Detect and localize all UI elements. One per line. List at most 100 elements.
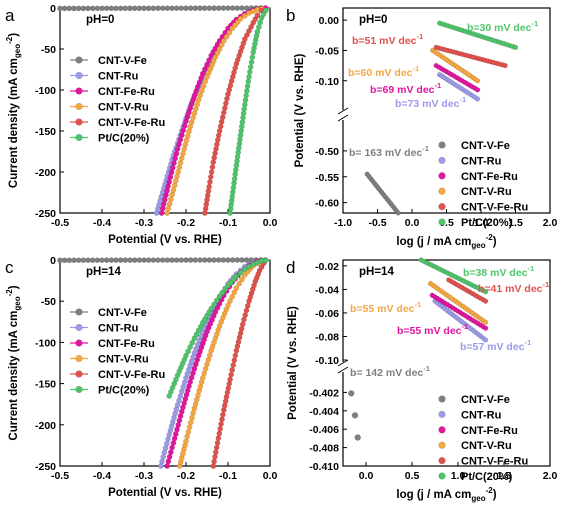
data-point — [183, 438, 189, 445]
axis-break-mark — [337, 114, 349, 122]
data-point — [175, 168, 181, 175]
data-point — [223, 100, 229, 107]
legend-item: CNT-V-Ru — [70, 102, 149, 114]
data-point — [229, 5, 236, 11]
legend-marker — [75, 56, 83, 64]
legend-item: Pt/C(20%) — [70, 385, 150, 397]
y-tick-label: -0.50 — [315, 146, 339, 158]
legend-item: CNT-Fe-Ru — [438, 425, 518, 437]
legend-label: CNT-V-Fe-Ru — [461, 456, 528, 468]
series-cnt-v-fe — [57, 5, 271, 12]
legend-label: CNT-V-Fe-Ru — [461, 202, 528, 214]
data-point — [354, 434, 361, 441]
data-point — [166, 201, 173, 207]
y-tick-label: -0.406 — [309, 424, 339, 436]
y-tick-label: -200 — [35, 167, 56, 179]
legend-marker — [75, 308, 83, 316]
data-point — [192, 5, 199, 11]
y-tick-label: -150 — [35, 379, 56, 391]
y-tick-label: -100 — [35, 85, 56, 97]
y-tick-label: -0.05 — [315, 45, 339, 57]
data-point — [207, 179, 213, 185]
legend-label: CNT-Ru — [461, 155, 501, 167]
data-point — [254, 12, 261, 19]
series-cnt-fe-ru — [433, 62, 481, 93]
data-point — [177, 159, 184, 166]
data-point — [169, 257, 175, 263]
panel-letter: d — [286, 258, 295, 277]
x-axis-label-main: log (j / mA cm — [396, 236, 471, 248]
tafel-slope-text: b=55 mV dec — [350, 303, 415, 315]
legend-marker — [438, 203, 446, 211]
data-point — [249, 54, 256, 61]
legend-marker — [438, 410, 446, 419]
tafel-slope-exp: -1 — [543, 280, 550, 289]
tafel-slope-exp: -1 — [460, 95, 467, 104]
tafel-slope-label: b=69 mV dec-1 — [370, 81, 441, 96]
data-point — [229, 293, 235, 300]
tafel-slope-exp: -1 — [417, 32, 424, 41]
legend-marker — [75, 102, 83, 111]
data-point — [483, 289, 489, 295]
data-point — [127, 5, 133, 12]
data-point — [200, 83, 207, 89]
data-point — [164, 463, 170, 469]
data-point — [178, 132, 185, 138]
data-point — [75, 5, 82, 12]
data-point — [243, 92, 249, 99]
legend-item: CNT-Ru — [70, 71, 138, 83]
data-point — [215, 257, 222, 263]
y-tick-label: -0.402 — [309, 387, 339, 399]
data-point — [113, 5, 119, 12]
series-cnt-v-fe-ru — [446, 277, 489, 304]
tafel-slope-text: b=30 mV dec — [467, 22, 532, 34]
x-axis-label-sub: geo — [471, 241, 485, 250]
data-point — [218, 421, 224, 427]
data-point — [127, 257, 133, 263]
data-point — [108, 257, 115, 263]
data-point — [237, 269, 244, 276]
data-point — [243, 307, 250, 314]
data-point — [89, 5, 96, 12]
tafel-slope-label: b=30 mV dec-1 — [467, 19, 538, 34]
data-point — [155, 257, 161, 263]
legend-label: CNT-V-Ru — [461, 186, 512, 198]
data-point — [199, 70, 206, 77]
data-point — [220, 411, 226, 418]
data-point — [183, 257, 189, 263]
data-point — [241, 12, 248, 19]
legend-item: Pt/C(20%) — [438, 217, 513, 229]
tafel-slope-text: b=38 mV dec — [463, 267, 528, 279]
data-point — [192, 257, 199, 263]
data-point — [150, 257, 157, 263]
tafel-slope-text: b=69 mV dec — [370, 84, 435, 96]
data-point — [159, 257, 166, 263]
data-point — [187, 419, 194, 426]
tafel-slope-exp: -1 — [532, 19, 539, 28]
legend-label: CNT-Fe-Ru — [98, 338, 155, 350]
series-pt-c-20- — [166, 257, 271, 399]
axis-break-mark — [337, 107, 349, 115]
data-point — [211, 257, 217, 263]
x-axis-label-end: ) — [493, 236, 497, 248]
data-point — [502, 62, 508, 69]
y-tick-label: -250 — [35, 208, 56, 220]
data-point — [66, 257, 73, 264]
legend-item: CNT-Ru — [438, 155, 501, 167]
legend-item: CNT-Ru — [70, 323, 138, 335]
data-point — [108, 5, 115, 12]
data-point — [173, 150, 180, 157]
legend-item: CNT-V-Ru — [438, 440, 512, 452]
data-point — [185, 429, 192, 435]
x-tick-label: -0.3 — [135, 217, 153, 229]
data-point — [220, 109, 227, 116]
data-point — [89, 257, 96, 263]
tafel-slope-label: b=57 mV dec-1 — [460, 338, 531, 353]
x-axis-label: log (j / mA cmgeo-2) — [396, 233, 496, 250]
legend-label: Pt/C(20%) — [98, 385, 150, 397]
panel-a: -0.5 -0.4 -0.3 -0.2 -0.1 0.0 -250 -200 -150 -100 -… — [5, 3, 277, 246]
data-point — [113, 257, 119, 263]
data-point — [215, 435, 222, 442]
data-point — [348, 390, 355, 397]
